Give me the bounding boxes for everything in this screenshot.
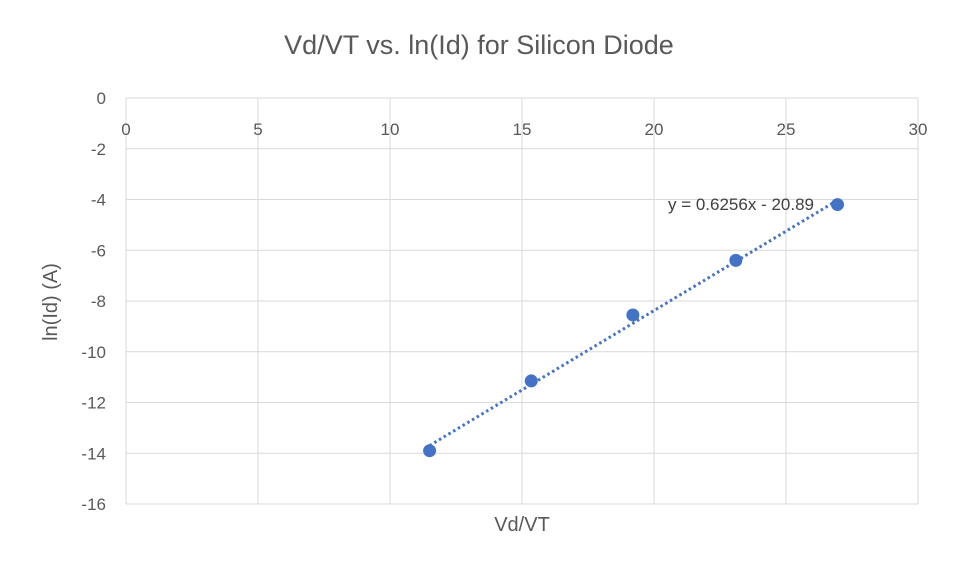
y-tick-label: -4 [91, 191, 106, 210]
y-tick-label: -12 [81, 394, 106, 413]
x-tick-label: 20 [645, 120, 664, 139]
gridlines [125, 97, 919, 505]
y-tick-label: -8 [91, 292, 106, 311]
tick-labels: 0 -2 -4 -6 -8 -10 -12 -14 -16 0 5 10 15 20 25 30 [81, 89, 927, 514]
trendline-equation: y = 0.6256x - 20.89 [668, 195, 814, 214]
y-tick-label: -16 [81, 495, 106, 514]
y-tick-label: 0 [97, 89, 106, 108]
y-axis-label: ln(Id) (A) [40, 263, 62, 341]
x-tick-label: 0 [121, 120, 130, 139]
y-tick-label: -10 [81, 343, 106, 362]
y-tick-label: -6 [91, 241, 106, 260]
data-point [524, 374, 538, 388]
data-point [830, 198, 844, 212]
x-tick-label: 25 [777, 120, 796, 139]
y-tick-label: -2 [91, 140, 106, 159]
x-tick-label: 10 [381, 120, 400, 139]
data-point [626, 308, 640, 322]
data-point [729, 253, 743, 267]
data-points [423, 198, 844, 458]
trendline-group [428, 198, 839, 447]
x-tick-label: 5 [253, 120, 262, 139]
data-point [423, 444, 437, 458]
x-axis-label: Vd/VT [494, 514, 550, 536]
trendline [428, 198, 839, 447]
chart-title: Vd/VT vs. ln(Id) for Silicon Diode [284, 30, 674, 60]
y-tick-label: -14 [81, 444, 106, 463]
x-tick-label: 15 [513, 120, 532, 139]
x-tick-label: 30 [909, 120, 928, 139]
